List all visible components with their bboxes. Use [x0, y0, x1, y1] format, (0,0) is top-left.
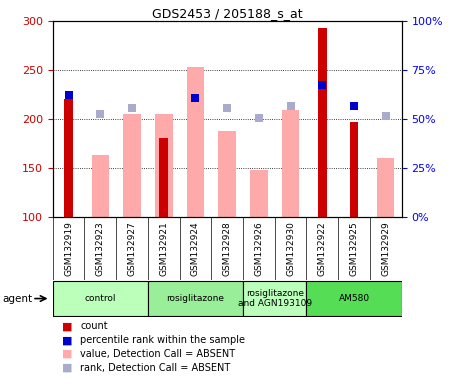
- Text: GSM132923: GSM132923: [96, 221, 105, 276]
- Text: ■: ■: [62, 349, 73, 359]
- Text: percentile rank within the sample: percentile rank within the sample: [80, 335, 245, 345]
- Bar: [318, 28, 327, 217]
- Bar: [148, 281, 243, 316]
- Text: rosiglitazone
and AGN193109: rosiglitazone and AGN193109: [238, 289, 312, 308]
- Text: agent: agent: [2, 293, 33, 304]
- Text: GSM132919: GSM132919: [64, 221, 73, 276]
- Text: GSM132926: GSM132926: [254, 221, 263, 276]
- Bar: [155, 114, 173, 217]
- Bar: [53, 281, 148, 316]
- Bar: [64, 99, 73, 217]
- Bar: [218, 131, 236, 217]
- Bar: [159, 137, 168, 217]
- Text: GSM132922: GSM132922: [318, 221, 327, 276]
- Text: GSM132924: GSM132924: [191, 221, 200, 276]
- Text: GSM132929: GSM132929: [381, 221, 390, 276]
- Bar: [92, 155, 109, 217]
- Title: GDS2453 / 205188_s_at: GDS2453 / 205188_s_at: [152, 7, 302, 20]
- Text: value, Detection Call = ABSENT: value, Detection Call = ABSENT: [80, 349, 235, 359]
- Text: GSM132927: GSM132927: [128, 221, 137, 276]
- Text: rosiglitazone: rosiglitazone: [167, 294, 224, 303]
- Text: GSM132925: GSM132925: [350, 221, 358, 276]
- Bar: [250, 170, 268, 217]
- Text: GSM132930: GSM132930: [286, 221, 295, 276]
- Text: ■: ■: [62, 363, 73, 373]
- Bar: [243, 281, 307, 316]
- Bar: [377, 158, 394, 217]
- Text: ■: ■: [62, 321, 73, 331]
- Text: AM580: AM580: [338, 294, 369, 303]
- Bar: [282, 110, 299, 217]
- Text: count: count: [80, 321, 108, 331]
- Text: control: control: [84, 294, 116, 303]
- Text: ■: ■: [62, 335, 73, 345]
- Text: rank, Detection Call = ABSENT: rank, Detection Call = ABSENT: [80, 363, 230, 373]
- Bar: [187, 67, 204, 217]
- Bar: [307, 281, 402, 316]
- Bar: [123, 114, 141, 217]
- Text: GSM132928: GSM132928: [223, 221, 232, 276]
- Text: GSM132921: GSM132921: [159, 221, 168, 276]
- Bar: [350, 122, 358, 217]
